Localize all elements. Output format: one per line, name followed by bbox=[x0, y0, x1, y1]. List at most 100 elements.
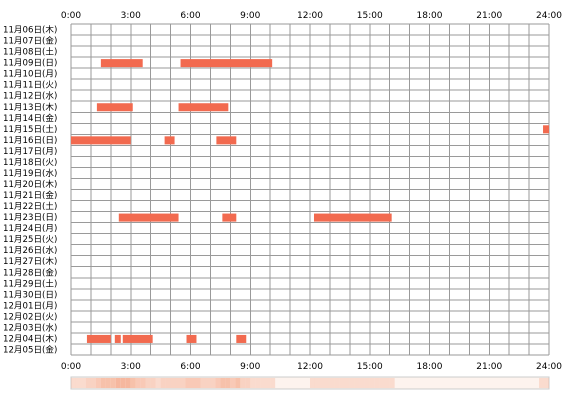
y-axis-label: 11月17日(月) bbox=[3, 146, 57, 157]
activity-bar bbox=[216, 136, 237, 145]
y-axis-label: 11月08日(土) bbox=[3, 46, 57, 58]
summary-strip-cell bbox=[105, 378, 111, 388]
activity-bar bbox=[96, 103, 133, 112]
y-axis-label: 11月20日(木) bbox=[3, 178, 57, 190]
activity-bar bbox=[122, 334, 153, 343]
summary-strip-cell bbox=[130, 378, 136, 388]
summary-strip-cell bbox=[120, 378, 126, 388]
y-axis-label: 11月21日(金) bbox=[3, 189, 57, 201]
x-tick-label-top: 6:00 bbox=[180, 11, 200, 21]
summary-strip-cell bbox=[265, 378, 271, 388]
y-axis-label: 11月10日(月) bbox=[3, 69, 57, 80]
y-axis-label: 11月29日(土) bbox=[3, 277, 57, 289]
y-axis-label: 11月13日(木) bbox=[3, 101, 57, 113]
y-axis-label: 11月28日(金) bbox=[3, 266, 57, 278]
summary-strip-cell bbox=[155, 378, 161, 388]
summary-strip-cell bbox=[220, 378, 226, 388]
summary-strip-cell bbox=[100, 378, 106, 388]
summary-strip-cell bbox=[170, 378, 176, 388]
summary-strip-cell bbox=[349, 378, 355, 388]
summary-strip-cell bbox=[319, 378, 325, 388]
activity-bar bbox=[186, 334, 197, 343]
summary-strip-cell bbox=[175, 378, 181, 388]
x-tick-label-top: 0:00 bbox=[61, 11, 81, 21]
activity-bar bbox=[164, 136, 175, 145]
activity-bar bbox=[114, 334, 121, 343]
activity-bar bbox=[313, 213, 392, 222]
summary-strip-cell bbox=[310, 378, 315, 388]
summary-strip-cell bbox=[314, 378, 320, 388]
summary-strip-cell bbox=[260, 378, 266, 388]
summary-strip-cell bbox=[140, 378, 146, 388]
summary-strip-cell bbox=[205, 378, 211, 388]
summary-strip-cell bbox=[379, 378, 385, 388]
summary-strip-cell bbox=[200, 378, 206, 388]
y-axis-label: 11月18日(火) bbox=[3, 157, 57, 168]
y-axis-label: 11月27日(木) bbox=[3, 255, 57, 267]
summary-strip-cell bbox=[75, 378, 81, 388]
y-axis-label: 11月23日(日) bbox=[3, 212, 57, 223]
y-axis-label: 11月07日(金) bbox=[3, 35, 57, 47]
summary-strip-cell bbox=[115, 378, 121, 388]
summary-strip-cell bbox=[180, 378, 186, 388]
summary-strip-cell bbox=[215, 378, 221, 388]
summary-strip-cell bbox=[384, 378, 390, 388]
activity-bar bbox=[222, 213, 237, 222]
x-tick-label-bottom: 6:00 bbox=[180, 362, 200, 372]
x-tick-label-bottom: 12:00 bbox=[297, 362, 323, 372]
x-tick-label-bottom: 0:00 bbox=[61, 362, 81, 372]
activity-bar bbox=[236, 334, 247, 343]
summary-strip-cell bbox=[334, 378, 340, 388]
summary-strip-cell bbox=[255, 378, 261, 388]
summary-strip-cell bbox=[190, 378, 196, 388]
summary-strip-cell bbox=[90, 378, 96, 388]
summary-strip-cell bbox=[135, 378, 141, 388]
summary-strip-cell bbox=[110, 378, 116, 388]
summary-strip-cell bbox=[240, 378, 246, 388]
x-tick-label-top: 12:00 bbox=[297, 11, 323, 21]
y-axis-label: 12月02日(火) bbox=[3, 311, 57, 322]
x-tick-label-top: 18:00 bbox=[417, 11, 443, 21]
x-tick-label-bottom: 21:00 bbox=[476, 362, 502, 372]
y-axis-label: 11月12日(水) bbox=[3, 90, 57, 102]
x-tick-label-bottom: 3:00 bbox=[121, 362, 141, 372]
summary-strip-cell bbox=[539, 378, 545, 388]
summary-strip-cell bbox=[160, 378, 166, 388]
grid bbox=[70, 23, 550, 356]
activity-bars bbox=[71, 59, 549, 343]
summary-strip bbox=[70, 376, 550, 390]
summary-strip-cell bbox=[235, 378, 241, 388]
y-axis-label: 11月15日(土) bbox=[3, 123, 57, 135]
activity-bar bbox=[100, 59, 143, 68]
y-axis-label: 11月09日(日) bbox=[3, 58, 57, 69]
summary-strip-cell bbox=[195, 378, 201, 388]
y-axis-label: 11月14日(金) bbox=[3, 112, 57, 124]
activity-bar bbox=[543, 125, 549, 134]
summary-strip-cell bbox=[245, 378, 251, 388]
x-tick-label-bottom: 9:00 bbox=[240, 362, 260, 372]
y-axis-label: 11月11日(火) bbox=[3, 80, 57, 91]
summary-strip-cell bbox=[185, 378, 191, 388]
y-axis-label: 12月04日(木) bbox=[3, 332, 57, 344]
summary-strip-cell bbox=[95, 378, 101, 388]
summary-strip-cell bbox=[270, 378, 276, 388]
activity-bar bbox=[180, 59, 273, 68]
summary-strip-cell bbox=[210, 378, 216, 388]
activity-bar bbox=[86, 334, 111, 343]
summary-strip-cell bbox=[339, 378, 345, 388]
summary-strip-cell bbox=[364, 378, 370, 388]
summary-strip-cell bbox=[225, 378, 231, 388]
summary-strip-cell bbox=[80, 378, 86, 388]
y-axis-label: 11月22日(土) bbox=[3, 200, 57, 212]
x-tick-label-top: 15:00 bbox=[357, 11, 383, 21]
summary-strip-cell bbox=[150, 378, 156, 388]
y-axis-label: 11月06日(木) bbox=[3, 24, 57, 36]
summary-strip-cell bbox=[71, 378, 76, 388]
summary-strip-cell bbox=[85, 378, 91, 388]
summary-strip-cell bbox=[329, 378, 335, 388]
y-axis-label: 11月19日(水) bbox=[3, 167, 57, 179]
y-axis-label: 11月24日(月) bbox=[3, 223, 57, 234]
x-tick-label-bottom: 15:00 bbox=[357, 362, 383, 372]
x-tick-label-top: 9:00 bbox=[240, 11, 260, 21]
